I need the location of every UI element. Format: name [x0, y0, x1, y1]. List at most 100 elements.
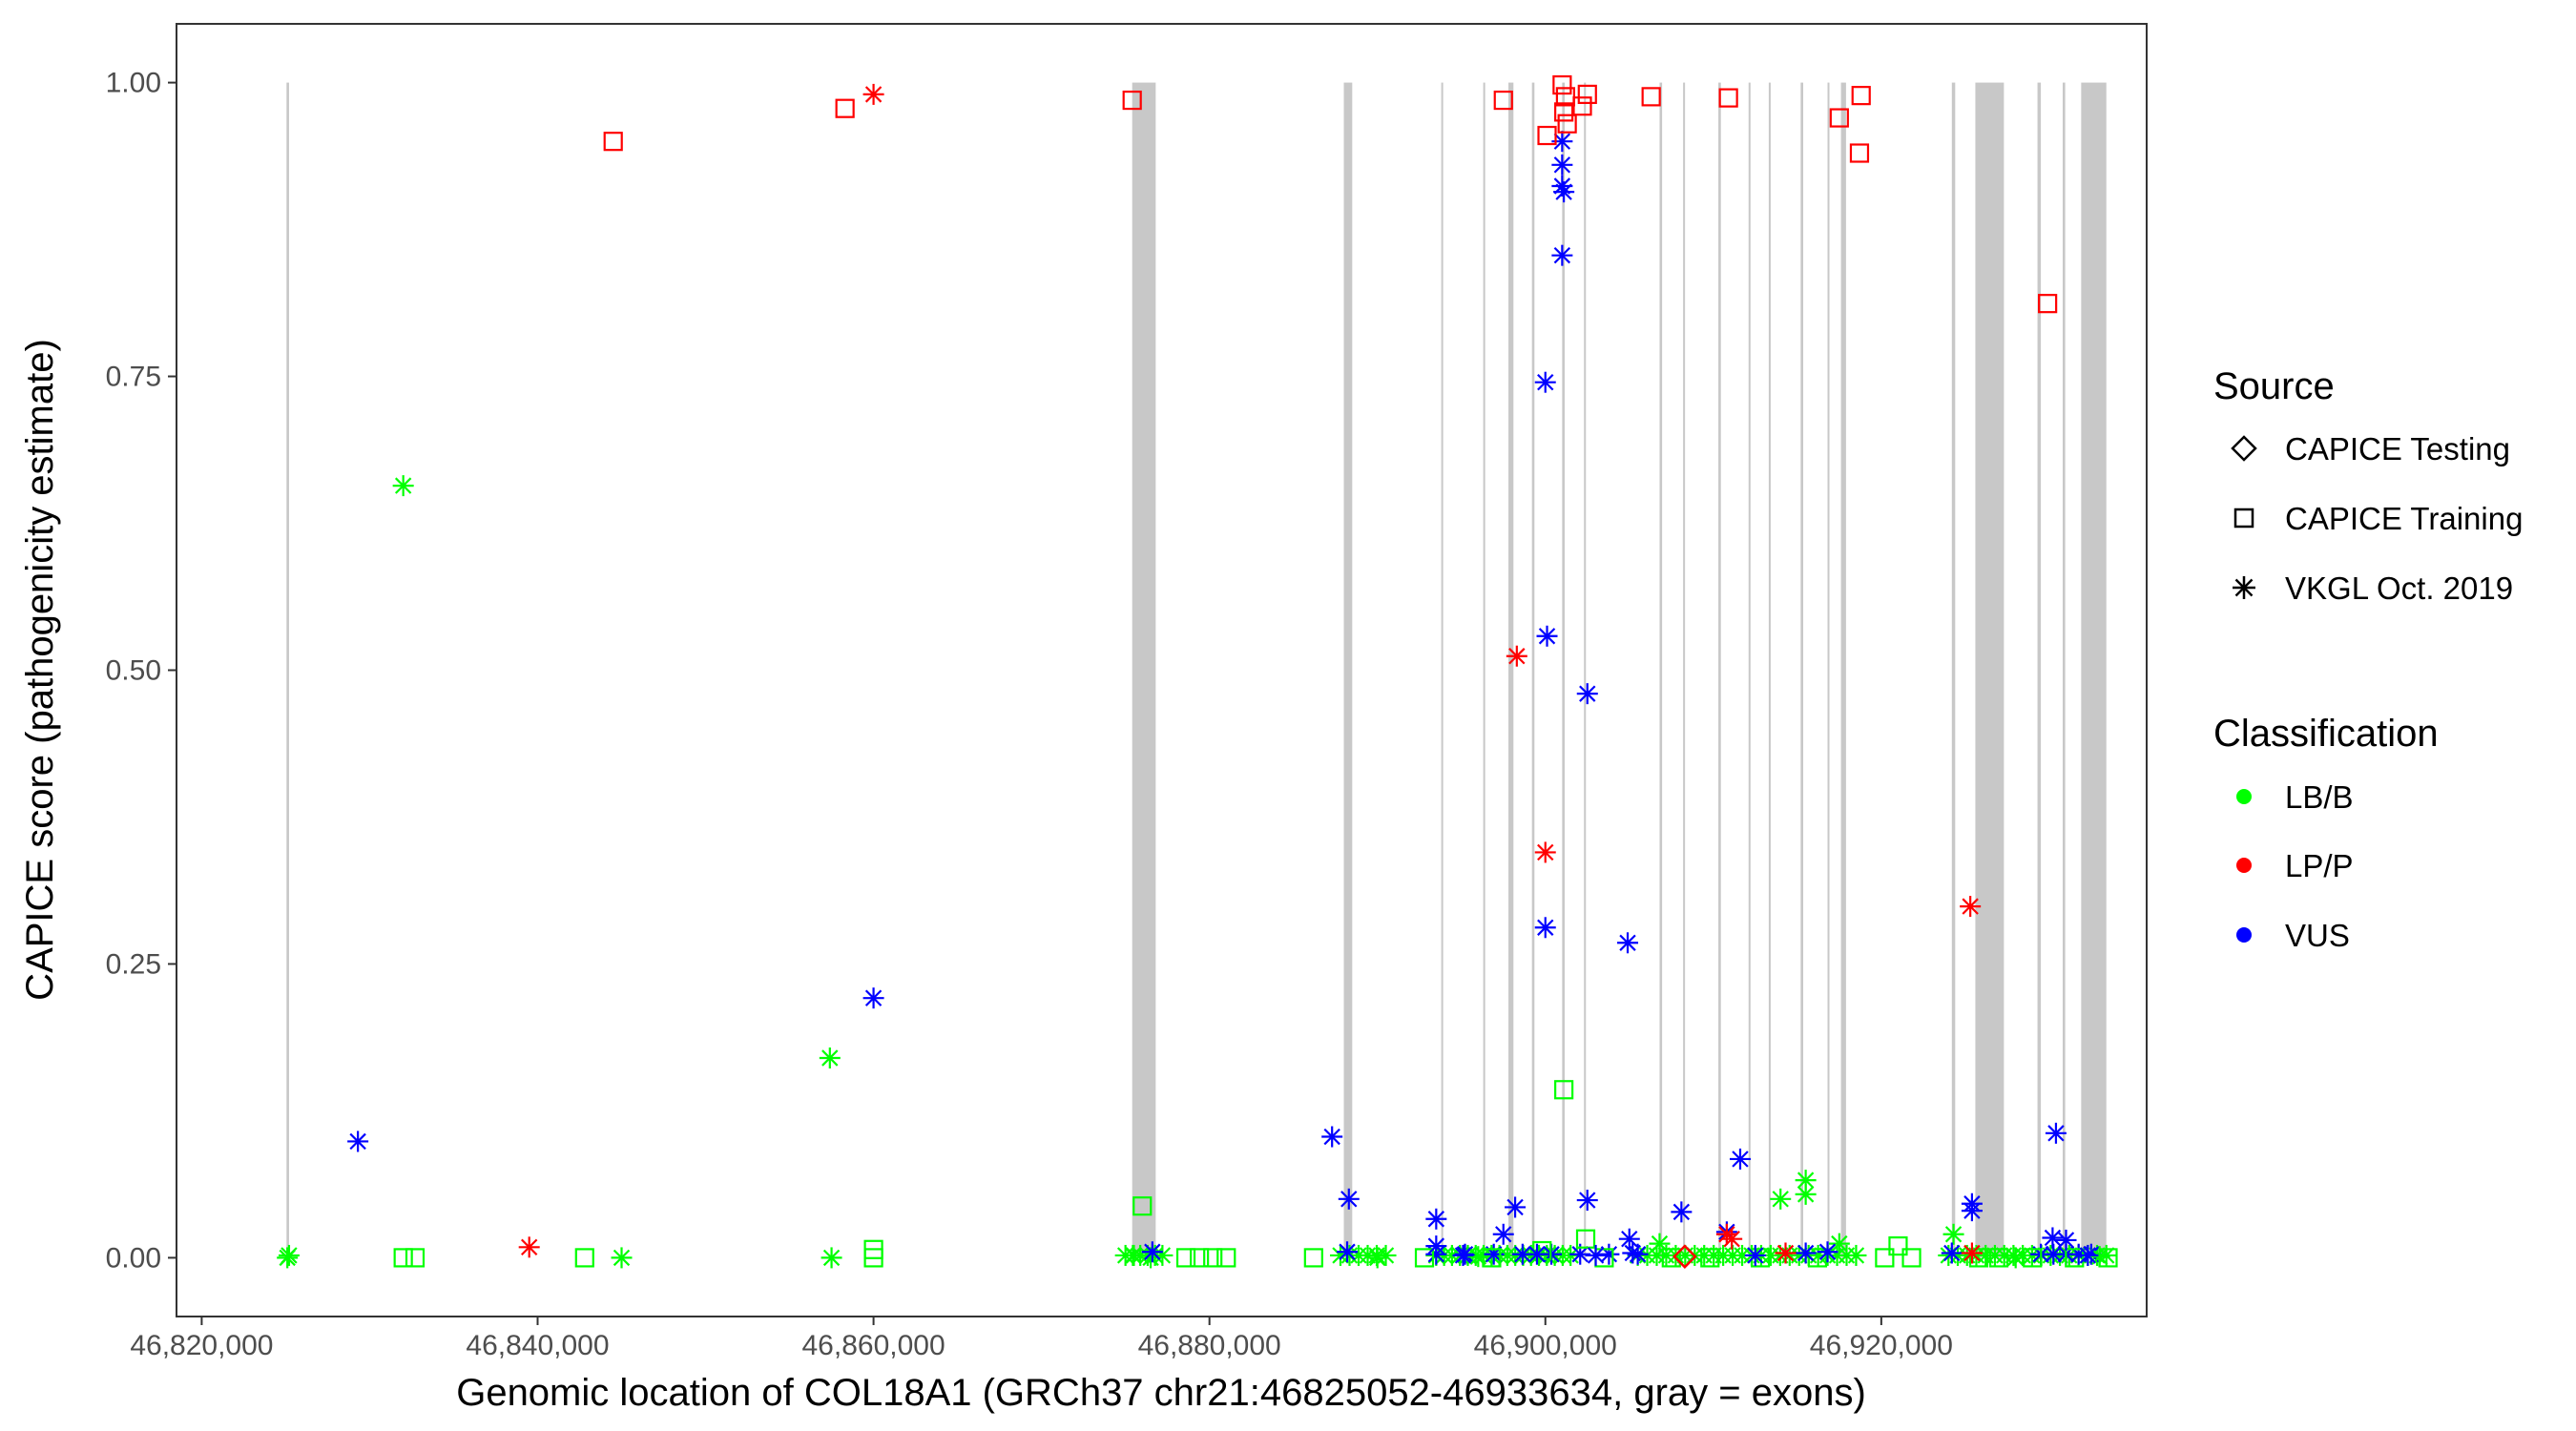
data-point: [1425, 1208, 1447, 1230]
data-point: [1467, 1246, 1489, 1268]
exon-band: [1827, 82, 1830, 1258]
legend-item-capice-training: CAPICE Training: [2233, 501, 2523, 536]
data-point: [1554, 102, 1574, 122]
data-point: [1123, 1244, 1145, 1266]
y-tick-label: 0.25: [106, 948, 161, 980]
data-point: [1366, 1247, 1388, 1269]
data-point: [1190, 1248, 1210, 1268]
data-point: [1941, 1242, 1963, 1264]
y-tick-label: 0.75: [106, 362, 161, 393]
exon-band: [1768, 82, 1771, 1258]
data-point: [1303, 1248, 1323, 1268]
data-point: [1216, 1248, 1236, 1268]
data-point: [819, 1047, 841, 1068]
data-point: [1875, 1248, 1895, 1268]
data-point: [1618, 1228, 1640, 1250]
data-point: [1960, 896, 1982, 918]
x-tick-label: 46,900,000: [1474, 1330, 1617, 1361]
legend-item-vus: VUS: [2236, 918, 2350, 953]
legend-label-capice-training: CAPICE Training: [2285, 501, 2523, 536]
data-point: [1572, 96, 1592, 116]
legend: Source CAPICE Testing CAPICE Training VK…: [2213, 365, 2523, 953]
data-point: [1729, 1148, 1751, 1170]
data-point: [1557, 114, 1577, 134]
plot-panel: [177, 24, 2147, 1317]
data-point: [1577, 84, 1597, 105]
legend-item-lbb: LB/B: [2236, 779, 2354, 815]
x-axis-title: Genomic location of COL18A1 (GRCh37 chr2…: [456, 1372, 1866, 1414]
data-point: [1506, 645, 1527, 667]
vus-dot-icon: [2236, 927, 2252, 943]
data-point: [1536, 625, 1558, 647]
y-axis: 0.00 0.25 0.50 0.75 1.00: [106, 68, 177, 1274]
lpp-dot-icon: [2236, 858, 2252, 873]
data-point: [1414, 1248, 1435, 1268]
data-point: [2038, 294, 2058, 314]
data-point: [1141, 1241, 1163, 1263]
exon-band: [1800, 82, 1803, 1258]
y-tick-label: 0.50: [106, 655, 161, 687]
data-point: [1829, 108, 1849, 128]
data-point: [1828, 1233, 1850, 1255]
exon-band: [1718, 82, 1721, 1258]
data-point: [1526, 1243, 1548, 1265]
data-point: [863, 1248, 883, 1268]
data-point: [1700, 1248, 1720, 1268]
data-point: [1551, 131, 1573, 153]
data-point: [1641, 87, 1661, 107]
data-point: [1492, 1223, 1514, 1245]
data-point: [1770, 1188, 1792, 1210]
data-point: [1175, 1248, 1196, 1268]
data-point: [1968, 1248, 1989, 1268]
x-tick-label: 46,920,000: [1810, 1330, 1953, 1361]
data-point: [862, 83, 884, 105]
data-point: [405, 1248, 426, 1268]
data-point: [2042, 1227, 2064, 1249]
x-tick-label: 46,820,000: [130, 1330, 273, 1361]
exon-band: [286, 82, 289, 1258]
exon-bands: [286, 82, 2107, 1258]
data-point: [1553, 181, 1575, 203]
data-point: [1961, 1200, 1983, 1222]
data-point: [1122, 90, 1142, 111]
data-point: [1845, 1244, 1867, 1266]
exon-band: [1441, 82, 1444, 1258]
exon-band: [2062, 82, 2066, 1258]
data-points: [277, 74, 2118, 1269]
data-point: [1551, 244, 1573, 266]
data-point: [1321, 1126, 1343, 1148]
data-point: [1585, 1244, 1607, 1266]
legend-item-lpp: LP/P: [2236, 848, 2354, 883]
data-point: [518, 1236, 540, 1258]
legend-label-lbb: LB/B: [2285, 779, 2354, 815]
data-point: [1721, 1228, 1743, 1250]
data-point: [1425, 1235, 1447, 1257]
exon-band: [1659, 82, 1663, 1258]
data-point: [1534, 917, 1556, 939]
data-point: [2005, 1247, 2026, 1269]
data-point: [278, 1244, 300, 1266]
legend-source-title: Source: [2213, 365, 2335, 407]
exon-band: [1584, 82, 1587, 1258]
data-point: [574, 1248, 594, 1268]
asterisk-icon: [2233, 576, 2255, 599]
legend-item-vkgl: VKGL Oct. 2019: [2233, 570, 2513, 606]
data-point: [862, 987, 884, 1009]
data-point: [1576, 1190, 1598, 1212]
data-point: [2055, 1229, 2077, 1251]
data-point: [611, 1247, 633, 1269]
legend-label-vkgl: VKGL Oct. 2019: [2285, 570, 2513, 606]
data-point: [1132, 1196, 1153, 1216]
legend-label-lpp: LP/P: [2285, 848, 2354, 883]
exon-band: [1508, 82, 1514, 1258]
data-point: [1851, 86, 1871, 106]
data-point: [2045, 1122, 2067, 1144]
exon-band: [1975, 82, 2005, 1258]
exon-band: [1683, 82, 1686, 1258]
data-point: [1534, 371, 1556, 393]
legend-label-capice-testing: CAPICE Testing: [2285, 431, 2510, 467]
data-point: [1817, 1241, 1839, 1263]
data-point: [1505, 1196, 1527, 1218]
legend-classification-title: Classification: [2213, 713, 2439, 755]
exon-band: [1748, 82, 1751, 1258]
